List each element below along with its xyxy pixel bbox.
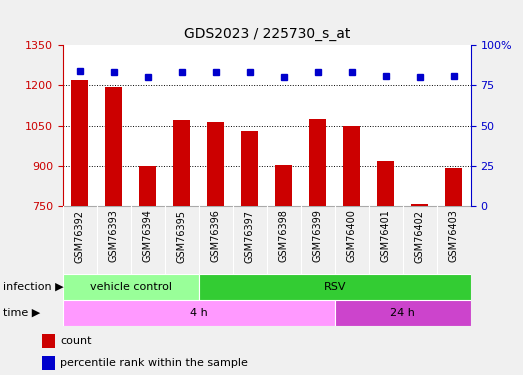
Text: GSM76397: GSM76397 [245,210,255,262]
Text: GSM76399: GSM76399 [313,210,323,262]
Bar [42,356,55,370]
Text: GSM76402: GSM76402 [415,210,425,262]
Text: GSM76398: GSM76398 [279,210,289,262]
Text: count: count [60,336,92,346]
Text: time ▶: time ▶ [3,308,40,318]
Text: GSM76396: GSM76396 [211,210,221,262]
Bar [445,168,462,206]
Bar [275,165,292,206]
Bar [173,120,190,206]
Text: GSM76394: GSM76394 [143,210,153,262]
Text: GSM76403: GSM76403 [449,210,459,262]
Bar [199,274,471,300]
Bar [63,274,199,300]
Bar [241,131,258,206]
Bar [207,122,224,206]
Text: GSM76395: GSM76395 [177,210,187,262]
Text: percentile rank within the sample: percentile rank within the sample [60,358,248,368]
Title: GDS2023 / 225730_s_at: GDS2023 / 225730_s_at [184,27,350,41]
Bar [309,119,326,206]
Text: infection ▶: infection ▶ [3,282,63,292]
Text: 24 h: 24 h [390,308,415,318]
Bar [71,80,88,206]
Bar [139,166,156,206]
Bar [411,204,428,206]
Text: RSV: RSV [323,282,346,292]
Bar [63,300,335,326]
Text: GSM76400: GSM76400 [347,210,357,262]
Text: GSM76392: GSM76392 [75,210,85,262]
Bar [343,126,360,206]
Text: 4 h: 4 h [190,308,208,318]
Bar [105,87,122,206]
Text: vehicle control: vehicle control [90,282,172,292]
Text: GSM76401: GSM76401 [381,210,391,262]
Text: GSM76393: GSM76393 [109,210,119,262]
Bar [377,160,394,206]
Bar [335,300,471,326]
Bar [42,334,55,348]
